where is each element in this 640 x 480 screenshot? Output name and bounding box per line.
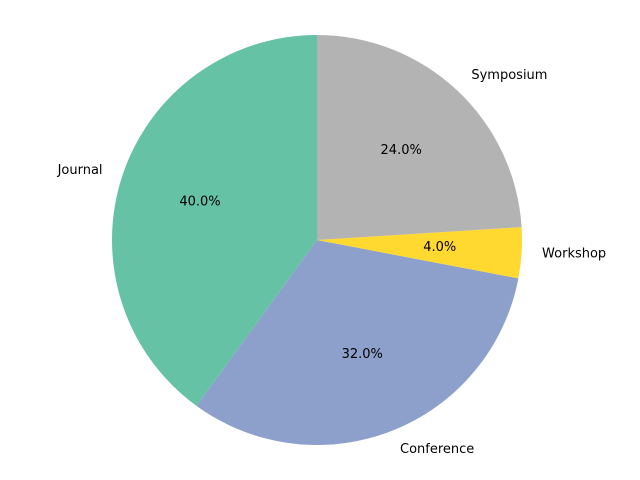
slice-label-journal: Journal — [57, 163, 103, 178]
slice-percent-workshop: 4.0% — [423, 240, 456, 255]
slice-label-symposium: Symposium — [471, 68, 547, 83]
slice-percent-conference: 32.0% — [342, 347, 383, 362]
slice-label-workshop: Workshop — [542, 247, 606, 262]
slice-percent-symposium: 24.0% — [381, 143, 422, 158]
pie-slice-workshop — [317, 227, 522, 279]
pie-labels: Journal 40.0% Conference 32.0% Workshop 4.0% S… — [57, 68, 607, 457]
pie-slices — [111, 35, 522, 445]
pie-slice-journal — [111, 35, 318, 406]
slice-label-conference: Conference — [400, 442, 474, 457]
pie-slice-symposium — [317, 35, 522, 240]
slice-percent-journal: 40.0% — [179, 194, 220, 209]
pie-slice-conference — [196, 240, 519, 445]
